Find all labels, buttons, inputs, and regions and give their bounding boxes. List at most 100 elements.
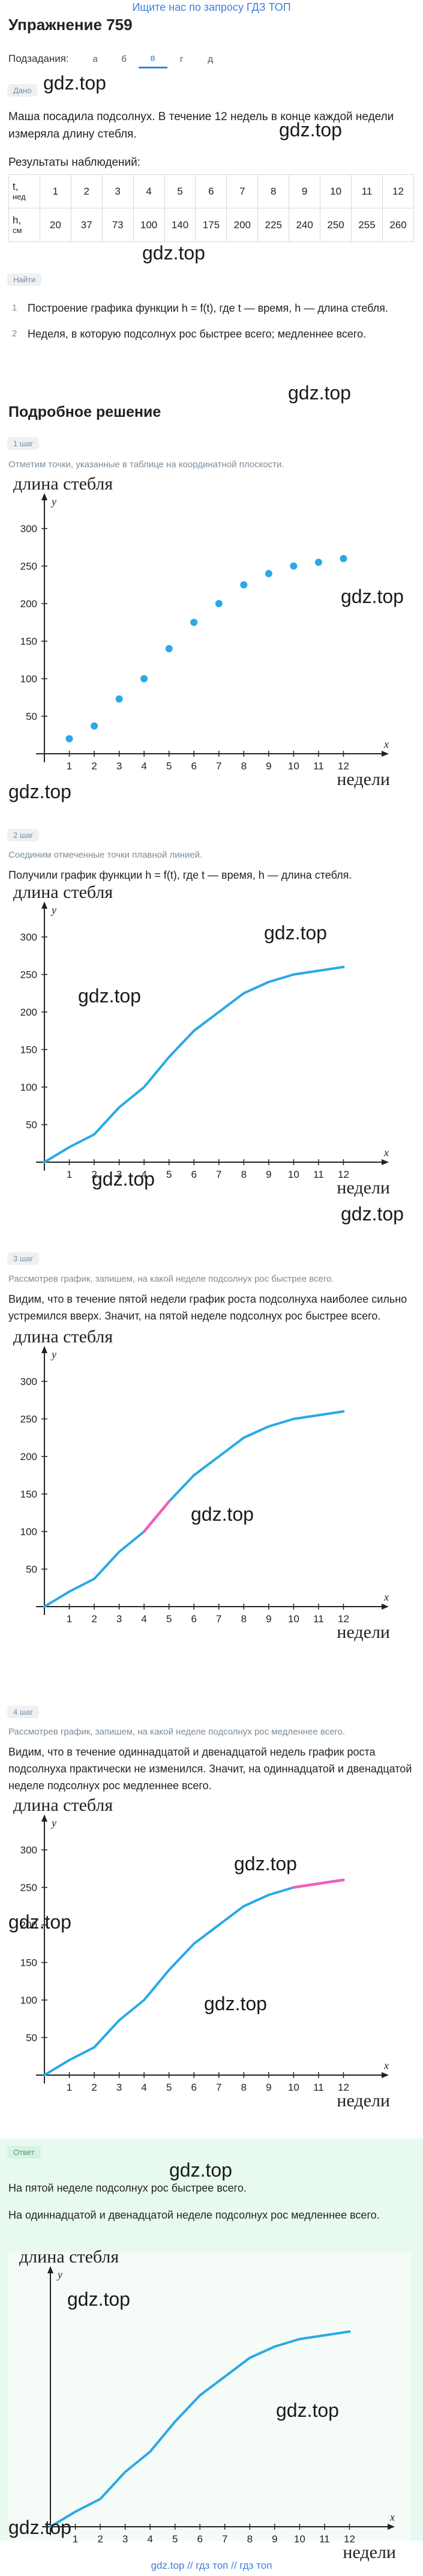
y-axis-arrow xyxy=(41,902,47,909)
x-tick-label: 9 xyxy=(266,760,271,772)
x-tick-label: 10 xyxy=(288,1169,299,1180)
x-tick-label: 2 xyxy=(91,1613,97,1625)
table-cell: 200 xyxy=(226,208,259,242)
x-tick-label: 4 xyxy=(141,2082,146,2093)
y-axis-variable: y xyxy=(56,2268,62,2281)
x-tick-label: 9 xyxy=(272,2533,277,2545)
x-tick-label: 4 xyxy=(141,1613,146,1625)
y-tick-label: 150 xyxy=(20,1957,37,1969)
x-tick-label: 12 xyxy=(338,760,349,772)
watermark: gdz.top xyxy=(264,922,327,944)
chart-3: 1 2 3 4 5 6 7 8 9 10 11 12 50 100 150 200 250 300 длина ст… xyxy=(8,1327,404,1649)
watermark: gdz.top xyxy=(191,1503,254,1525)
x-tick-label: 7 xyxy=(216,1613,221,1625)
y-tick-label: 100 xyxy=(20,673,37,685)
search-hint-link[interactable]: Ищите нас по запросу ГДЗ ТОП xyxy=(132,1,291,13)
subtask-tab-b[interactable]: б xyxy=(121,53,127,64)
x-axis-arrow xyxy=(382,1159,389,1165)
y-axis-arrow xyxy=(47,2266,53,2273)
chart-4: 1 2 3 4 5 6 7 8 9 10 11 12 50 100 150 200 250 300 длина ст… xyxy=(8,1795,404,2117)
chart-1: 1 2 3 4 5 6 7 8 9 10 11 12 50 100 150 200 250 300 длина ст… xyxy=(8,474,404,796)
x-tick-label: 6 xyxy=(191,2082,196,2093)
table-cell: 4 xyxy=(133,174,165,208)
step-label: 3 шаг xyxy=(7,1252,40,1265)
x-tick-label: 3 xyxy=(116,760,122,772)
table-cell: 140 xyxy=(164,208,196,242)
y-axis-arrow xyxy=(41,493,47,500)
x-tick-label: 1 xyxy=(73,2533,78,2545)
table-cell: 9 xyxy=(289,174,321,208)
x-tick-label: 10 xyxy=(288,760,299,772)
row-label-t-var: t, xyxy=(13,181,19,192)
x-axis-variable: x xyxy=(383,1591,389,1603)
x-tick-label: 9 xyxy=(266,1613,271,1625)
list-item-number: 1 xyxy=(12,303,17,313)
y-tick-label: 50 xyxy=(26,1564,37,1575)
watermark: gdz.top xyxy=(234,1853,297,1874)
y-tick-label: 250 xyxy=(20,561,37,572)
x-axis-arrow xyxy=(382,1604,389,1610)
table-cell: 5 xyxy=(164,174,196,208)
watermark: gdz.top xyxy=(8,1911,71,1933)
list-item: 2 Неделя, в которую подсолнух рос быстре… xyxy=(8,326,414,342)
y-axis-variable: y xyxy=(50,1348,56,1360)
y-tick-label: 250 xyxy=(20,1882,37,1894)
x-tick-label: 8 xyxy=(241,1169,247,1180)
x-axis-variable: x xyxy=(383,2059,389,2071)
step-text: Отметим точки, указанные в таблице на ко… xyxy=(8,459,284,470)
x-tick-label: 5 xyxy=(166,760,172,772)
step-text-2: Видим, что в течение пятой недели график… xyxy=(8,1293,407,1322)
footer-links[interactable]: gdz.top // гдз топ // гдз топ xyxy=(151,2560,272,2571)
watermark: gdz.top xyxy=(276,2399,339,2421)
x-tick-label: 2 xyxy=(91,760,97,772)
answer-label: Ответ xyxy=(7,2146,41,2159)
x-axis-label: недели xyxy=(343,2542,396,2562)
table-cell: 10 xyxy=(320,174,352,208)
x-tick-label: 10 xyxy=(294,2533,305,2545)
subtask-tab-v[interactable]: в xyxy=(138,49,167,68)
x-tick-label: 12 xyxy=(338,1169,349,1180)
x-tick-label: 4 xyxy=(141,760,146,772)
y-axis-arrow xyxy=(41,1814,47,1822)
x-axis-arrow xyxy=(382,2072,389,2078)
step-label: 1 шаг xyxy=(7,437,40,450)
data-point xyxy=(91,722,98,730)
x-tick-label: 11 xyxy=(313,1169,324,1180)
subtask-tab-a[interactable]: а xyxy=(92,53,98,64)
x-tick-label: 3 xyxy=(116,2082,122,2093)
subtasks-bar: Подзадания: а б в г д xyxy=(8,49,225,68)
highlight-segment xyxy=(142,1500,170,1533)
x-tick-label: 9 xyxy=(266,1169,271,1180)
subtask-tab-g[interactable]: г xyxy=(179,53,184,64)
y-tick-label: 50 xyxy=(26,1120,37,1131)
watermark: gdz.top xyxy=(92,1168,155,1190)
watermark: gdz.top xyxy=(288,382,351,404)
table-cell: 240 xyxy=(289,208,321,242)
y-tick-label: 300 xyxy=(20,523,37,535)
x-tick-label: 1 xyxy=(67,760,72,772)
find-label: Найти xyxy=(7,273,42,286)
y-tick-label: 50 xyxy=(26,711,37,723)
x-axis-variable: x xyxy=(383,1147,389,1159)
x-tick-label: 11 xyxy=(319,2533,330,2545)
subtask-tab-d[interactable]: д xyxy=(208,53,214,64)
watermark: gdz.top xyxy=(279,119,342,141)
x-tick-label: 7 xyxy=(222,2533,227,2545)
table-cell: 7 xyxy=(226,174,259,208)
table-cell: 2 xyxy=(70,174,103,208)
x-tick-label: 10 xyxy=(288,1613,299,1625)
x-tick-label: 8 xyxy=(241,1613,247,1625)
table-cell: 255 xyxy=(351,208,383,242)
y-tick-label: 200 xyxy=(20,1451,37,1462)
footer: gdz.top // гдз топ // гдз топ xyxy=(0,2560,423,2572)
x-tick-label: 8 xyxy=(241,760,247,772)
results-title: Результаты наблюдений: xyxy=(8,156,141,169)
x-tick-label: 12 xyxy=(344,2533,355,2545)
y-tick-label: 250 xyxy=(20,1414,37,1425)
table-cell: 1 xyxy=(39,174,71,208)
x-tick-label: 12 xyxy=(338,2082,349,2093)
y-tick-label: 250 xyxy=(20,969,37,981)
x-tick-label: 2 xyxy=(97,2533,103,2545)
